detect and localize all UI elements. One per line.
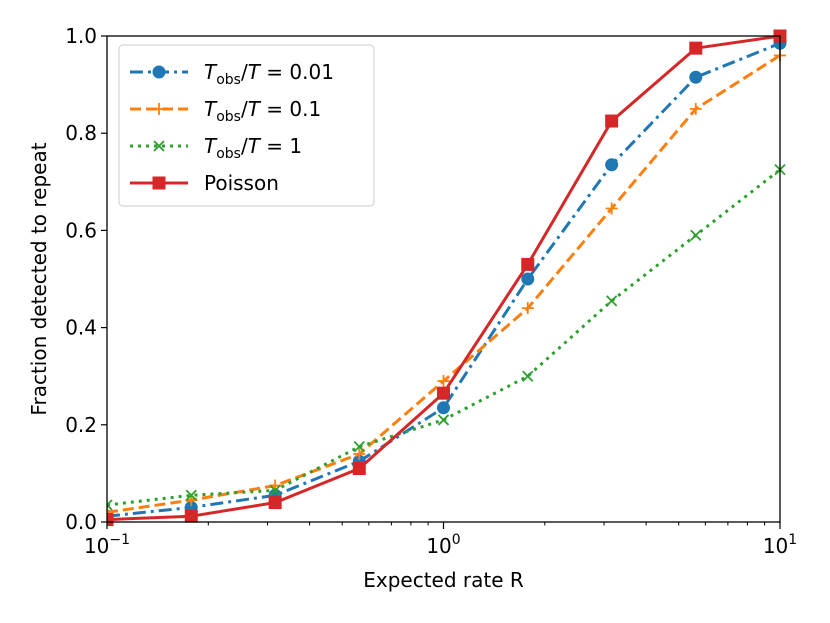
x-axis-label: Expected rate R	[363, 568, 524, 592]
legend-marker	[153, 103, 165, 115]
legend-entry-3: Tobs/T = 1	[130, 134, 302, 162]
y-tick-label: 0.0	[65, 510, 97, 534]
x-tick-label: 101	[763, 532, 797, 558]
data-point	[437, 375, 450, 388]
y-tick-label: 0.2	[65, 413, 97, 437]
data-point	[269, 484, 281, 497]
data-point	[352, 462, 366, 476]
axes: 0.0 0.2 0.4 0.6 0.8 1.0 10−1 100 101 Expected rat…	[27, 24, 797, 592]
x-tick-label: 100	[426, 532, 460, 558]
data-point	[689, 102, 702, 115]
y-tick-label: 0.6	[65, 218, 97, 242]
data-point	[185, 489, 197, 501]
legend-label: Tobs/T = 0.01	[204, 60, 334, 88]
data-point	[605, 158, 619, 172]
data-point	[521, 257, 535, 271]
y-tick-label: 1.0	[65, 24, 97, 48]
legend-marker	[152, 65, 166, 79]
legend-entry-4: Poisson	[130, 171, 279, 195]
data-point	[606, 295, 618, 307]
legend-entry-2: Tobs/T = 0.1	[130, 97, 321, 125]
data-point	[437, 414, 450, 426]
data-point	[107, 513, 114, 527]
data-point	[605, 202, 618, 215]
x-tick-label: 10−1	[84, 532, 130, 558]
y-axis-label: Fraction detected to repeat	[27, 142, 51, 415]
legend: Tobs/T = 0.01 Tobs/T = 0.1 Tobs/T = 1 Poiss…	[118, 44, 375, 207]
data-point	[521, 272, 535, 286]
legend-box	[118, 44, 375, 207]
data-point	[353, 447, 366, 460]
data-point	[437, 386, 450, 400]
series-line	[107, 168, 781, 507]
series-3	[107, 164, 786, 511]
data-point	[107, 499, 113, 511]
data-point	[605, 114, 619, 128]
legend-entry-1: Tobs/T = 0.01	[130, 60, 334, 88]
legend-label: Tobs/T = 1	[204, 134, 302, 162]
legend-label: Tobs/T = 0.1	[204, 97, 321, 125]
series-line	[107, 41, 781, 518]
y-tick-label: 0.8	[65, 121, 97, 145]
data-point	[268, 496, 282, 510]
series-4	[107, 29, 787, 527]
data-point	[437, 401, 450, 415]
plot-area	[107, 29, 787, 527]
data-point	[353, 441, 365, 453]
data-point	[689, 70, 703, 84]
data-point	[107, 506, 113, 519]
data-point	[690, 229, 702, 241]
data-point	[521, 302, 534, 315]
data-point	[689, 41, 703, 55]
legend-label: Poisson	[204, 171, 279, 195]
legend-marker	[152, 176, 166, 190]
data-point	[184, 509, 198, 523]
data-point	[522, 370, 534, 382]
legend-marker	[153, 140, 165, 152]
y-tick-label: 0.4	[65, 316, 97, 340]
